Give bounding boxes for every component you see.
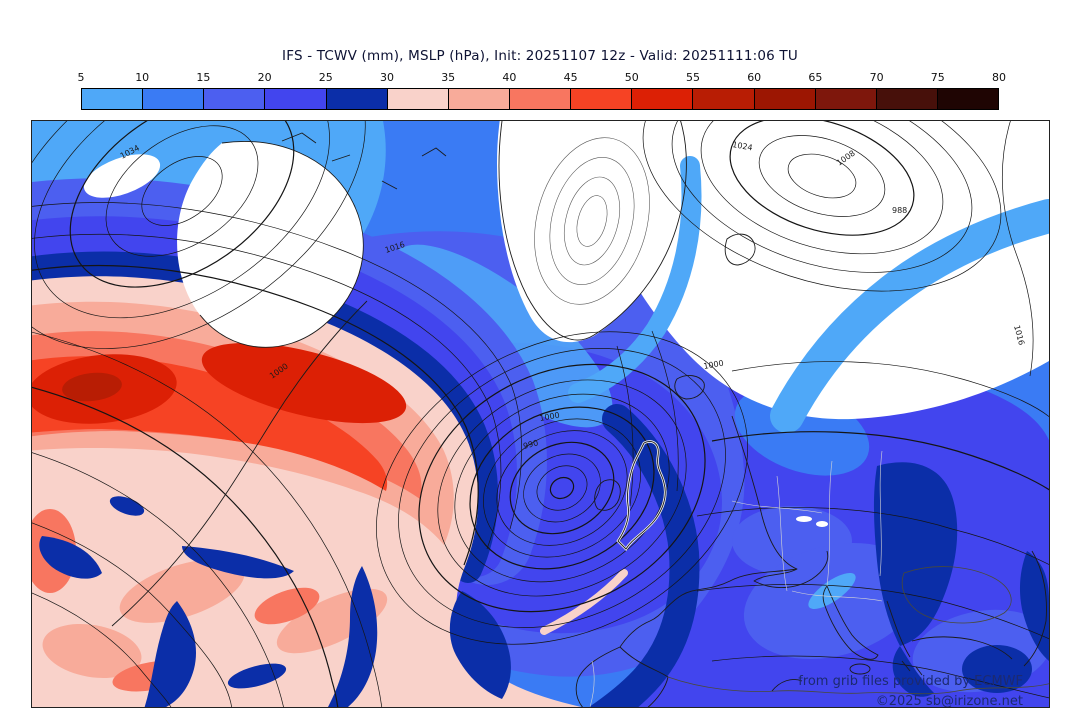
map-frame: 1034 1016 1000 1024 988 1008 1016 1000 9… <box>31 120 1050 708</box>
labrador-white-region <box>177 141 364 348</box>
coastlines <box>111 121 1049 707</box>
colorbar-cell-50-55 <box>632 89 694 109</box>
colorbar-tick-60: 60 <box>747 71 762 84</box>
weather-map: 1034 1016 1000 1024 988 1008 1016 1000 9… <box>32 121 1049 707</box>
colorbar-cell-30-35 <box>387 89 449 109</box>
colorbar-tick-30: 30 <box>379 71 394 84</box>
adriatic-light-streak <box>808 572 856 610</box>
isobars-labrador-high <box>32 121 366 349</box>
tcwv-colorbar: 5 10 15 20 25 30 35 40 45 50 55 60 65 70 75 80 <box>78 71 1006 110</box>
colorbar-tick-5: 5 <box>77 71 85 84</box>
contour-label: 1024 <box>732 140 754 152</box>
colorbar-tick-75: 75 <box>930 71 945 84</box>
attribution-line1: from grib files provided by ECMWF <box>798 674 1023 689</box>
colorbar-cell-15-20 <box>204 89 266 109</box>
contour-label: 990 <box>522 438 539 451</box>
colorbar-cell-10-15 <box>143 89 205 109</box>
contour-label: 1000 <box>539 411 561 423</box>
colorbar-tick-80: 80 <box>992 71 1006 84</box>
warm-boundary-gradient-bands <box>32 178 547 585</box>
colorbar-tick-10: 10 <box>135 71 150 84</box>
contours-greenland <box>534 137 679 507</box>
colorbar-cell-55-60 <box>693 89 755 109</box>
colorbar-tick-55: 55 <box>685 71 700 84</box>
attribution-line2: ©2025 sb@irizone.net <box>876 694 1023 707</box>
arctic-white-region <box>592 121 1049 420</box>
contour-label: 988 <box>892 206 907 215</box>
colorbar-cell-75-80 <box>937 89 999 109</box>
isobars-europe <box>696 121 1049 699</box>
colorbar-tick-65: 65 <box>808 71 823 84</box>
colorbar-cell-60-65 <box>754 89 816 109</box>
colorbar-tick-70: 70 <box>869 71 884 84</box>
colorbar-tick-25: 25 <box>318 71 333 84</box>
isobar-spiral <box>376 331 748 645</box>
colorbar-tick-45: 45 <box>563 71 578 84</box>
colorbar-cell-40-45 <box>509 89 572 109</box>
colorbar-tick-50: 50 <box>624 71 639 84</box>
colorbar-cell-45-50 <box>571 89 633 109</box>
isobars-warm-sector <box>32 202 522 707</box>
greenland-white-region <box>497 121 687 343</box>
colorbar-tick-35: 35 <box>441 71 456 84</box>
colorbar-cell-5-10 <box>82 89 144 109</box>
greenland-coastal-light-band <box>568 156 702 403</box>
country-borders <box>589 450 883 707</box>
contour-label: 1000 <box>703 359 725 371</box>
colorbar-tick-20: 20 <box>257 71 272 84</box>
cold-front-band <box>540 404 700 707</box>
colorbar-cell-25-30 <box>326 89 388 109</box>
colorbar-ticks: 5 10 15 20 25 30 35 40 45 50 55 60 65 70 75 80 <box>77 71 1007 85</box>
chart-title: IFS - TCWV (mm), MSLP (hPa), Init: 20251… <box>282 48 798 64</box>
dry-white-regions <box>83 121 1049 527</box>
colorbar-tick-40: 40 <box>502 71 517 84</box>
colorbar-tick-15: 15 <box>196 71 211 84</box>
colorbar-cell-35-40 <box>448 89 510 109</box>
colorbar-cell-20-25 <box>265 89 327 109</box>
colorbar-cell-70-75 <box>876 89 938 109</box>
colorbar-cell-65-70 <box>815 89 877 109</box>
colorbar-cells <box>81 88 999 110</box>
